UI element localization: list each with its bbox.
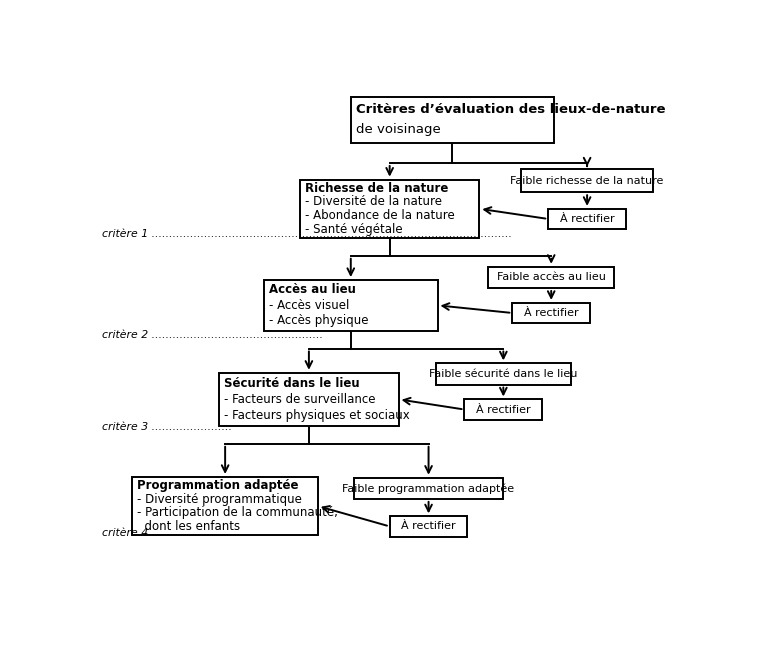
Text: Accès au lieu: Accès au lieu xyxy=(269,283,356,296)
Text: de voisinage: de voisinage xyxy=(356,123,440,137)
Text: - Participation de la communauté,: - Participation de la communauté, xyxy=(137,506,338,519)
Bar xyxy=(354,478,503,499)
Text: critère 4 ...: critère 4 ... xyxy=(103,528,163,538)
Text: Sécurité dans le lieu: Sécurité dans le lieu xyxy=(224,377,360,389)
Text: - Facteurs physiques et sociaux: - Facteurs physiques et sociaux xyxy=(224,409,410,422)
Text: - Facteurs de surveillance: - Facteurs de surveillance xyxy=(224,393,375,406)
Bar xyxy=(489,267,614,288)
Bar xyxy=(219,373,398,426)
Text: Faible sécurité dans le lieu: Faible sécurité dans le lieu xyxy=(429,369,577,379)
Text: Critères d’évaluation des lieux-de-nature: Critères d’évaluation des lieux-de-natur… xyxy=(356,104,665,116)
Text: - Accès visuel: - Accès visuel xyxy=(269,299,349,312)
Bar xyxy=(300,180,479,238)
Text: Faible accès au lieu: Faible accès au lieu xyxy=(496,273,606,282)
Text: Faible richesse de la nature: Faible richesse de la nature xyxy=(510,176,664,186)
Bar xyxy=(521,170,653,192)
Text: À rectifier: À rectifier xyxy=(476,405,530,414)
Text: À rectifier: À rectifier xyxy=(524,308,578,318)
Text: dont les enfants: dont les enfants xyxy=(137,520,240,533)
Text: - Diversité programmatique: - Diversité programmatique xyxy=(137,493,302,506)
Bar xyxy=(513,303,590,323)
Bar xyxy=(390,516,468,537)
Text: À rectifier: À rectifier xyxy=(560,214,615,224)
Text: - Abondance de la nature: - Abondance de la nature xyxy=(305,209,455,222)
Text: critère 2 .................................................: critère 2 ..............................… xyxy=(103,330,323,340)
Text: - Accès physique: - Accès physique xyxy=(269,314,368,327)
Text: Faible programmation adaptée: Faible programmation adaptée xyxy=(343,483,515,494)
Bar xyxy=(350,97,554,143)
Bar xyxy=(465,399,542,420)
Bar xyxy=(436,363,571,385)
Bar xyxy=(548,209,626,229)
Bar xyxy=(133,477,318,535)
Bar xyxy=(264,280,438,331)
Text: - Diversité de la nature: - Diversité de la nature xyxy=(305,195,442,209)
Text: - Santé végétale: - Santé végétale xyxy=(305,222,402,236)
Text: Programmation adaptée: Programmation adaptée xyxy=(137,479,299,492)
Text: critère 3 .......................: critère 3 ....................... xyxy=(103,422,232,432)
Text: critère 1 ......................................................................: critère 1 ..............................… xyxy=(103,229,513,239)
Text: À rectifier: À rectifier xyxy=(401,521,456,531)
Text: Richesse de la nature: Richesse de la nature xyxy=(305,182,448,195)
